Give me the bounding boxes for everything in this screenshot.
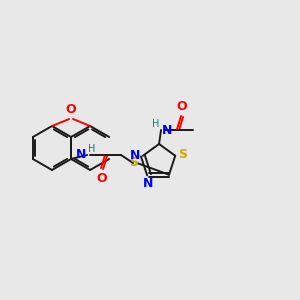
Text: N: N <box>130 149 140 162</box>
Text: S: S <box>178 148 187 161</box>
Text: N: N <box>143 177 153 190</box>
Text: H: H <box>88 144 95 154</box>
Text: O: O <box>97 172 107 185</box>
Text: S: S <box>130 157 139 169</box>
Text: O: O <box>66 103 76 116</box>
Text: H: H <box>152 119 159 129</box>
Text: N: N <box>76 148 86 161</box>
Text: O: O <box>177 100 188 113</box>
Text: N: N <box>162 124 172 136</box>
